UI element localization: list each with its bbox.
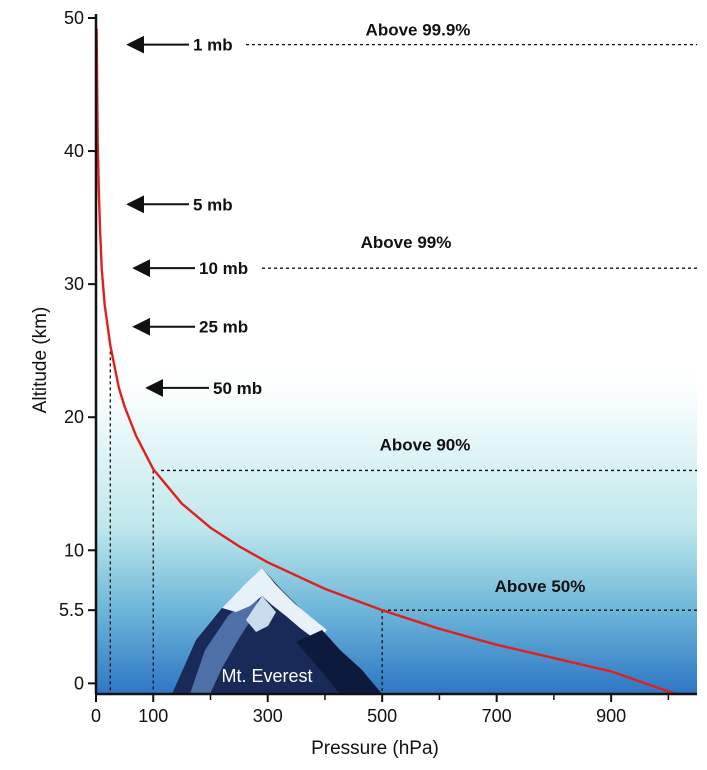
x-tick-label: 100: [138, 706, 168, 726]
pressure-label: 5 mb: [193, 195, 233, 214]
x-tick-label: 300: [253, 706, 283, 726]
annotations: 1 mb 5 mb 10 mb 25 mb 50 mb Above 99.9% Above …: [126, 21, 697, 611]
mountain-mid-icon: [190, 568, 262, 694]
percent-label: Above 50%: [495, 577, 586, 596]
pressure-label: 50 mb: [213, 379, 262, 398]
curve-layer: [95, 28, 677, 696]
y-tick-label: 0: [74, 673, 84, 693]
percent-label: Above 90%: [380, 435, 471, 454]
percent-label: Above 99.9%: [366, 21, 471, 40]
sky-background: [96, 360, 697, 694]
y-tick-label: 40: [64, 141, 84, 161]
y-tick-label: 10: [64, 540, 84, 560]
mountain-label: Mt. Everest: [221, 666, 312, 686]
mountain-everest: Mt. Everest: [172, 568, 382, 694]
mountain-snow-patch-icon: [246, 596, 276, 632]
pressure-label: 25 mb: [199, 318, 248, 337]
pressure-label: 10 mb: [199, 259, 248, 278]
y-tick-label: 20: [64, 407, 84, 427]
x-tick-label: 700: [482, 706, 512, 726]
mountain-shadow-icon: [296, 630, 382, 694]
y-tick-label: 30: [64, 274, 84, 294]
y-axis-title: Altitude (km): [30, 307, 51, 414]
x-tick-label: 0: [91, 706, 101, 726]
x-tick-label: 900: [596, 706, 626, 726]
y-tick-label: 50: [64, 8, 84, 28]
mountain-snow-icon: [222, 568, 327, 640]
y-tick-label: 5.5: [59, 600, 84, 620]
x-axis-title: Pressure (hPa): [311, 738, 439, 759]
pressure-curve: [95, 28, 677, 696]
x-tick-label: 500: [367, 706, 397, 726]
axes: 0 100 300 500 700 900 0 5.5 10 20 30 40 50: [59, 8, 697, 726]
reference-lines: [109, 345, 383, 694]
pressure-label: 1 mb: [193, 36, 233, 55]
percent-label: Above 99%: [361, 233, 452, 252]
